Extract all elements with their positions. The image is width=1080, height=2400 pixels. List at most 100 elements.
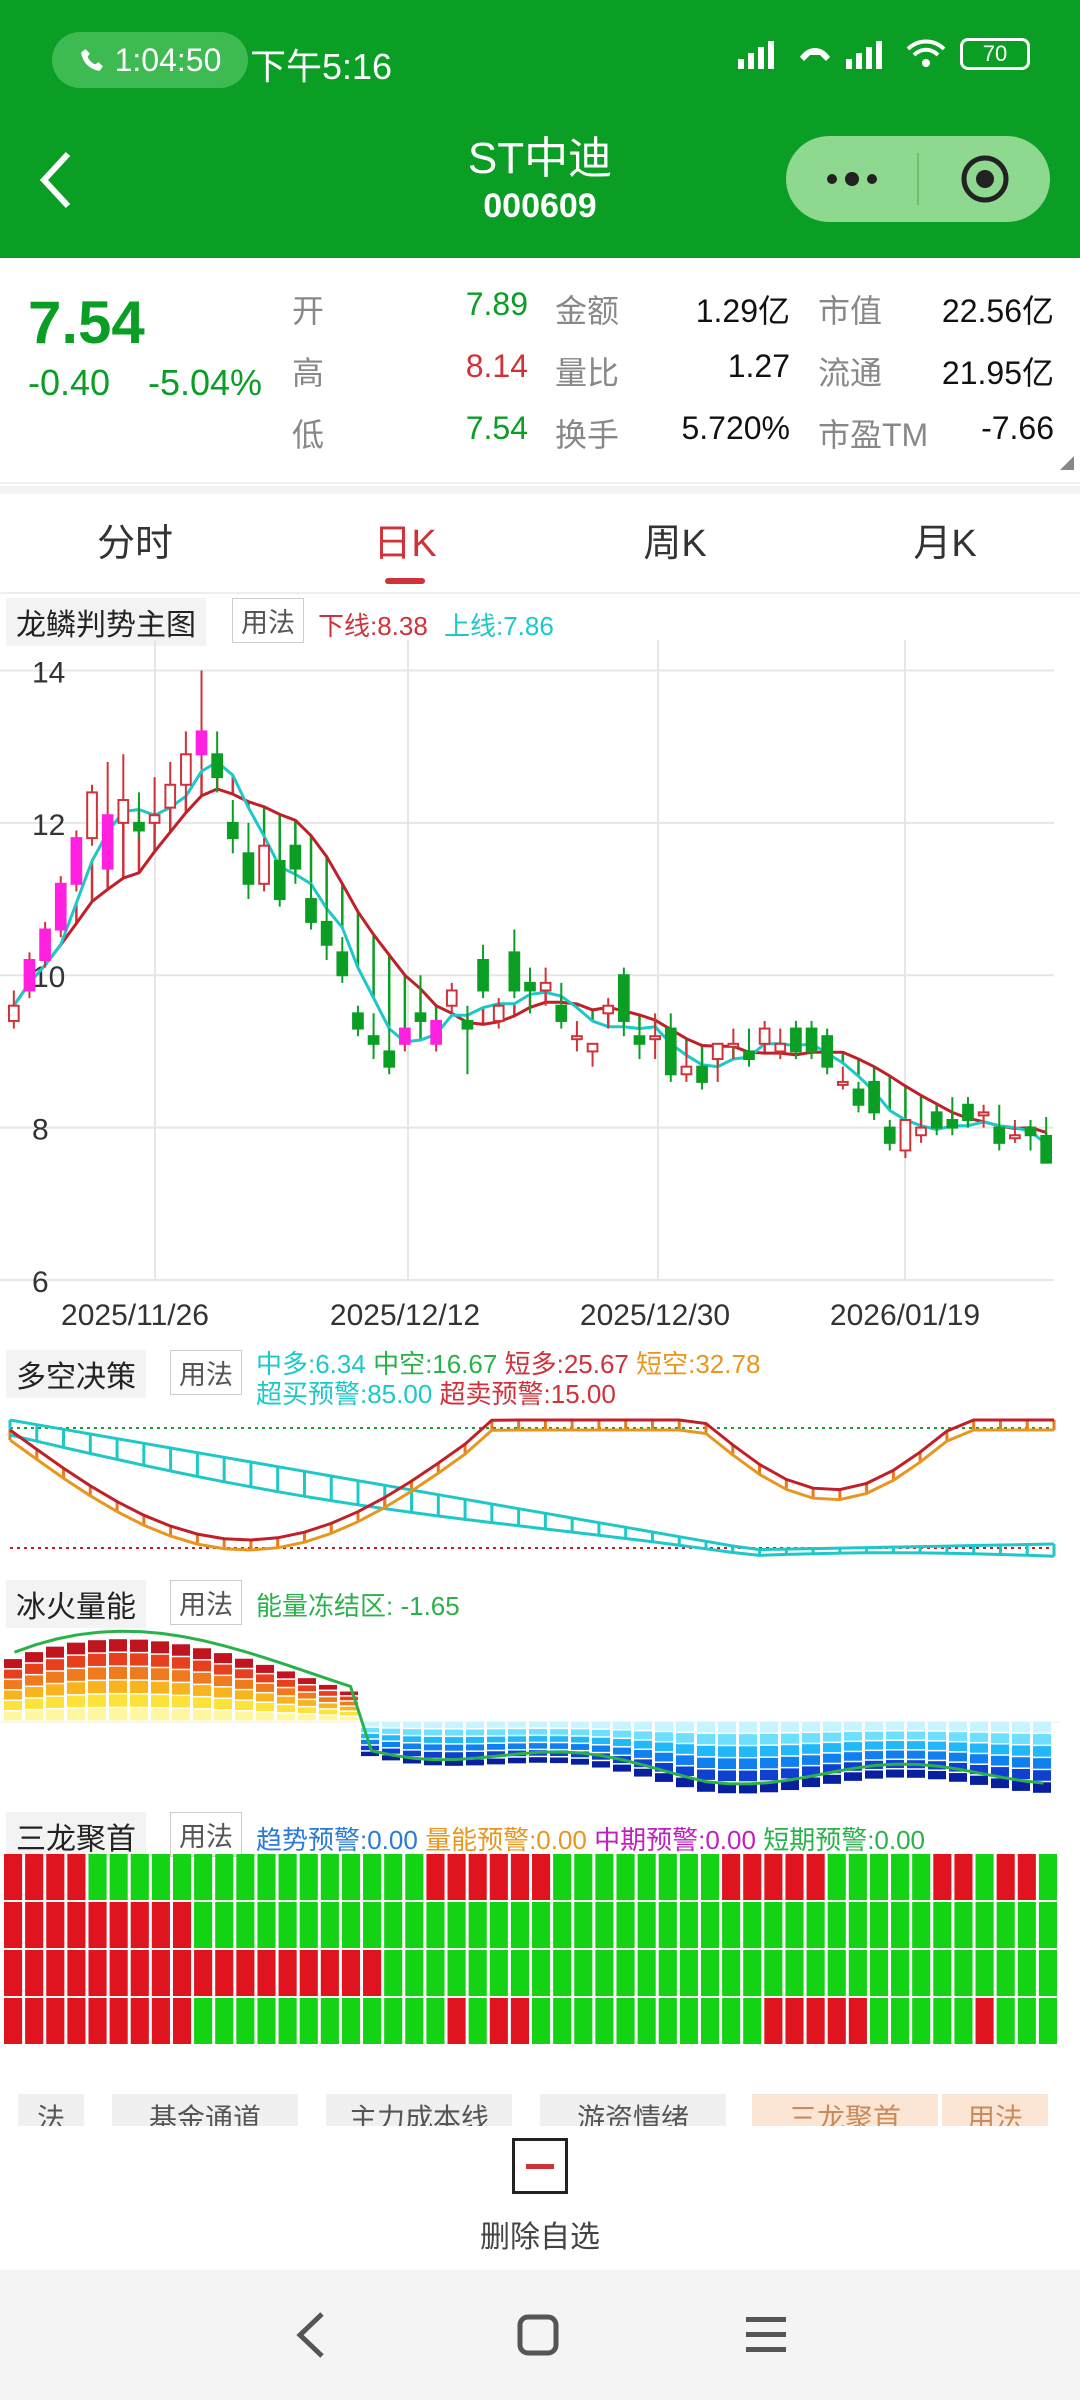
three-dragons-usage-button[interactable]: 用法 xyxy=(170,1812,242,1857)
fire-bar-segment xyxy=(88,1708,106,1721)
call-status-pill[interactable]: 1:04:50 xyxy=(52,32,248,88)
ice-bar-segment xyxy=(949,1742,967,1752)
ice-fire-volume-chart[interactable] xyxy=(0,1612,1080,1812)
bull-bear-chart[interactable] xyxy=(0,1400,1080,1575)
ice-fire-panel-title: 冰火量能 xyxy=(6,1580,146,1628)
ice-bar-segment xyxy=(697,1745,715,1757)
ice-bar-segment xyxy=(718,1770,736,1782)
candle-body xyxy=(618,974,630,1022)
fire-bar-segment xyxy=(109,1639,127,1652)
nav-home-icon[interactable] xyxy=(516,2313,560,2357)
ice-fire-usage-button[interactable]: 用法 xyxy=(170,1580,242,1625)
expand-corner-icon[interactable] xyxy=(1060,456,1074,470)
signal-cell xyxy=(384,1854,403,1900)
more-button[interactable] xyxy=(786,136,917,222)
signal-cell xyxy=(447,1902,466,1948)
ice-bar-segment xyxy=(634,1768,652,1777)
signal-cell xyxy=(954,1998,973,2044)
ice-bar-segment xyxy=(844,1772,862,1781)
signal-cell xyxy=(447,1950,466,1996)
ice-bar-segment xyxy=(676,1755,694,1765)
fire-bar-segment xyxy=(151,1681,169,1694)
three-dragons-panel-title: 三龙聚首 xyxy=(6,1812,146,1860)
signal-cell xyxy=(700,1950,720,1996)
signal-cell xyxy=(1038,1950,1057,1996)
candlestick-chart[interactable]: 14 12 10 8 6 2025/11/26 2025/12/12 2025/12/30 20… xyxy=(0,630,1080,1330)
section-divider xyxy=(0,486,1080,494)
nav-menu-icon[interactable] xyxy=(744,2315,788,2355)
close-miniapp-button[interactable] xyxy=(919,136,1050,222)
signal-cell xyxy=(363,1902,382,1948)
ice-bar-segment xyxy=(970,1722,988,1732)
signal-cell xyxy=(468,1950,487,1996)
indicator-tab-usage-right[interactable]: 用法 xyxy=(942,2094,1048,2126)
signal-cell xyxy=(806,1902,825,1948)
high-label: 高 xyxy=(292,355,325,391)
tab-daily-k[interactable]: 日K xyxy=(270,494,540,592)
short-short-value: 短空:32.78 xyxy=(636,1349,761,1379)
candle-body xyxy=(242,852,255,885)
fire-bar-segment xyxy=(256,1712,274,1721)
signal-cell xyxy=(869,1902,889,1948)
signal-cell xyxy=(88,1950,107,1996)
signal-cell xyxy=(785,1950,804,1996)
fire-bar-segment xyxy=(319,1691,337,1696)
three-dragons-grid[interactable] xyxy=(0,1850,1080,2050)
fire-bar-segment xyxy=(88,1681,106,1694)
fire-bar-segment xyxy=(340,1691,358,1696)
fire-bar-segment xyxy=(235,1669,253,1679)
tab-intraday[interactable]: 分时 xyxy=(96,523,173,565)
fire-bar-segment xyxy=(214,1699,232,1710)
indicator-tab-main-cost[interactable]: 主力成本线 xyxy=(326,2094,512,2126)
fire-bar-segment xyxy=(319,1697,337,1702)
signal-cell xyxy=(405,1902,424,1948)
nav-back-icon[interactable] xyxy=(292,2310,332,2360)
overbought-warning: 超买预警:85.00 xyxy=(256,1379,433,1409)
fire-bar-segment xyxy=(235,1679,253,1689)
signal-cell xyxy=(954,1854,973,1900)
ice-bar-segment xyxy=(907,1750,925,1759)
ice-bar-segment xyxy=(1012,1745,1030,1756)
main-panel-usage-button[interactable]: 用法 xyxy=(232,598,304,643)
ice-bar-segment xyxy=(361,1722,379,1727)
ice-bar-segment xyxy=(1033,1734,1051,1745)
ice-bar-segment xyxy=(529,1743,547,1749)
signal-cell xyxy=(130,1950,149,1996)
fire-bar-segment xyxy=(25,1687,43,1698)
candle-body xyxy=(883,1126,896,1144)
signal-cell xyxy=(405,1998,424,2044)
ice-bar-segment xyxy=(718,1722,736,1733)
signal-cell xyxy=(532,1902,551,1948)
indicator-tab-usage-left[interactable]: 法 xyxy=(18,2094,84,2126)
indicator-tab-fund-channel[interactable]: 基金通道 xyxy=(112,2094,298,2126)
fire-bar-segment xyxy=(109,1653,127,1666)
signal-cell xyxy=(679,1854,698,1900)
candle-body xyxy=(86,791,98,840)
bull-bear-usage-button[interactable]: 用法 xyxy=(170,1350,242,1395)
tab-monthly-k[interactable]: 月K xyxy=(913,523,977,565)
signal-cell xyxy=(46,1854,65,1900)
high-value: 8.14 xyxy=(465,348,528,384)
tab-weekly-k[interactable]: 周K xyxy=(643,523,707,565)
fire-bar-segment xyxy=(298,1714,316,1721)
ice-bar-segment xyxy=(592,1737,610,1745)
indicator-tab-hot-money[interactable]: 游资情绪 xyxy=(540,2094,726,2126)
remove-watchlist-icon[interactable] xyxy=(512,2138,568,2194)
ice-bar-segment xyxy=(907,1722,925,1731)
back-arrow-icon[interactable] xyxy=(36,150,80,210)
indicator-tab-three-dragons[interactable]: 三龙聚首 xyxy=(752,2094,938,2126)
target-close-icon xyxy=(961,155,1008,203)
more-dots-icon xyxy=(826,172,877,186)
signal-cell xyxy=(320,1902,339,1948)
candle-body xyxy=(54,882,67,931)
candle-body xyxy=(383,1050,396,1068)
call-time: 1:04:50 xyxy=(114,41,222,78)
bull-bear-legend-line1: 中多:6.34 中空:16.67 短多:25.67 短空:32.78 xyxy=(256,1344,760,1381)
capsule-divider xyxy=(917,153,919,205)
remove-watchlist-label[interactable]: 删除自选 xyxy=(480,2221,600,2254)
signal-cell xyxy=(384,1950,403,1996)
signal-cell xyxy=(46,1950,65,1996)
ice-bar-segment xyxy=(739,1746,757,1757)
y-tick-label: 6 xyxy=(32,1266,49,1299)
ice-bar-segment xyxy=(550,1757,568,1764)
